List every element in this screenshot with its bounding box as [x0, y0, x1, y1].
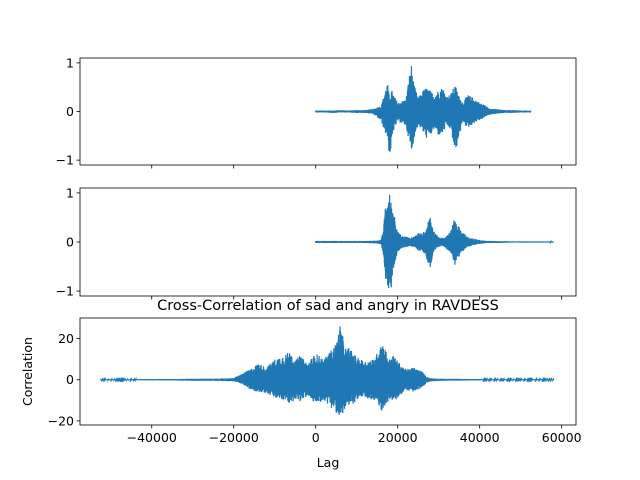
y-tick-label: −1 — [56, 284, 74, 299]
y-tick-label: 0 — [66, 235, 74, 250]
x-tick-label: −40000 — [127, 430, 177, 445]
y-tick-label: −1 — [56, 153, 74, 168]
x-tick-label: 60000 — [542, 430, 582, 445]
y-axis-label: Correlation — [20, 337, 35, 406]
y-tick-label: 1 — [66, 55, 74, 70]
x-tick-label: 0 — [312, 430, 320, 445]
x-tick-label: 20000 — [378, 430, 418, 445]
y-tick-label: −20 — [48, 413, 74, 428]
axes-panel-1: −1 0 1 — [56, 55, 577, 169]
series-line — [99, 326, 555, 415]
x-axis-label: Lag — [317, 455, 340, 470]
chart-title: Cross-Correlation of sad and angry in RA… — [157, 298, 499, 314]
x-tick-label: −20000 — [209, 430, 259, 445]
axes-layer: −1 0 1 −1 0 1 −20 0 20 −40000 −20000 0 20000 40000 600… — [20, 55, 582, 470]
y-tick-label: 1 — [66, 185, 74, 200]
axes-panel-2: −1 0 1 — [56, 185, 577, 300]
axes-panel-3: −20 0 20 −40000 −20000 0 20000 40000 60000 Cross-… — [20, 298, 582, 470]
y-tick-label: 20 — [58, 331, 74, 346]
y-tick-label: 0 — [66, 104, 74, 119]
x-tick-label: 40000 — [460, 430, 500, 445]
series-line — [315, 194, 555, 289]
series-line — [315, 66, 532, 152]
y-tick-label: 0 — [66, 372, 74, 387]
plot-frame — [79, 317, 577, 426]
